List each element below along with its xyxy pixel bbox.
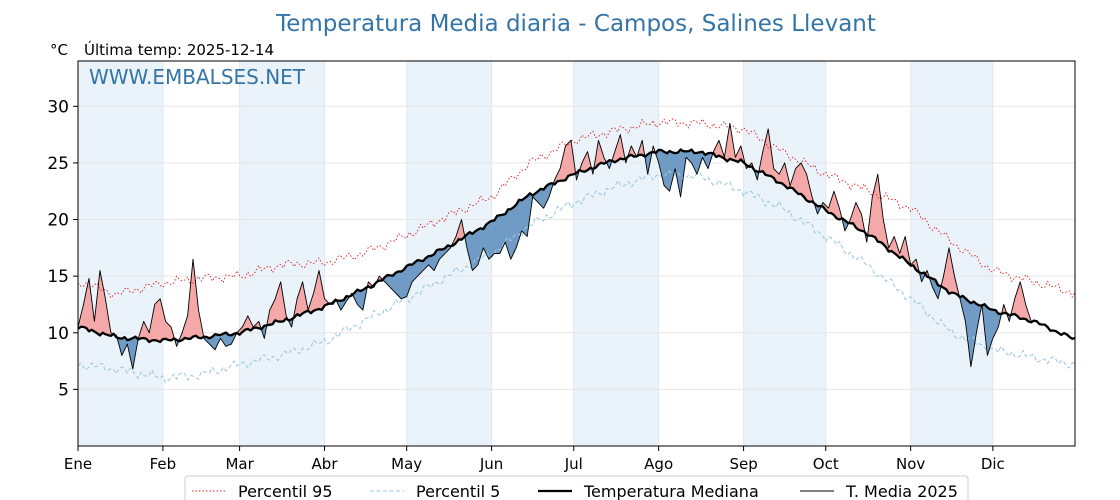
chart-title: Temperatura Media diaria - Campos, Salin… bbox=[275, 11, 876, 37]
last-temp-label: Última temp: 2025-12-14 bbox=[84, 40, 274, 59]
y-tick-label-5: 5 bbox=[58, 380, 69, 400]
series-lines bbox=[77, 118, 1076, 384]
x-tick-label-Ago: Ago bbox=[644, 455, 673, 473]
series-line-p95 bbox=[77, 118, 1076, 299]
month-band-Mar bbox=[239, 61, 325, 446]
legend: Percentil 95 Percentil 5 Temperatura Media… bbox=[184, 475, 969, 500]
x-tick-label-Mar: Mar bbox=[225, 455, 254, 473]
x-tick-label-Jun: Jun bbox=[479, 455, 503, 473]
x-tick-label-Abr: Abr bbox=[312, 455, 339, 473]
y-tick-label-10: 10 bbox=[47, 324, 69, 344]
grid-lines bbox=[77, 61, 1075, 446]
x-tick-label-Dic: Dic bbox=[981, 455, 1005, 473]
fill-above-median bbox=[78, 123, 1032, 342]
legend-label-media_2025: T. Media 2025 bbox=[845, 482, 958, 500]
month-band-Ene bbox=[78, 61, 163, 446]
x-axis: Ene Feb Mar Abr May Jun Jul Ago Sep Oct Nov Dic bbox=[64, 446, 1005, 473]
unit-label: °C bbox=[50, 41, 68, 59]
legend-label-median: Temperatura Mediana bbox=[583, 482, 759, 500]
series-line-median bbox=[77, 148, 1076, 344]
x-tick-label-Sep: Sep bbox=[729, 455, 757, 473]
watermark: WWW.EMBALSES.NET bbox=[89, 65, 306, 89]
legend-label-p95: Percentil 95 bbox=[238, 482, 333, 500]
month-band-Nov bbox=[910, 61, 993, 446]
y-tick-label-25: 25 bbox=[47, 154, 69, 174]
legend-label-p5: Percentil 5 bbox=[416, 482, 500, 500]
y-tick-label-20: 20 bbox=[47, 211, 69, 231]
y-tick-label-30: 30 bbox=[47, 97, 69, 117]
month-band-Jul bbox=[573, 61, 659, 446]
x-tick-label-Oct: Oct bbox=[813, 455, 839, 473]
y-axis: 5 10 15 20 25 30 bbox=[47, 97, 78, 400]
month-bands bbox=[78, 61, 993, 446]
x-tick-label-Ene: Ene bbox=[64, 455, 92, 473]
x-tick-label-Jul: Jul bbox=[564, 455, 583, 473]
series-line-media_2025 bbox=[77, 122, 1032, 370]
y-tick-label-15: 15 bbox=[47, 267, 69, 287]
x-tick-label-Feb: Feb bbox=[150, 455, 177, 473]
series-line-p5 bbox=[77, 170, 1076, 384]
plot-frame bbox=[77, 60, 1076, 447]
x-tick-label-Nov: Nov bbox=[896, 455, 925, 473]
month-band-Sep bbox=[743, 61, 826, 446]
legend-box bbox=[184, 475, 969, 500]
x-tick-label-May: May bbox=[391, 455, 422, 473]
